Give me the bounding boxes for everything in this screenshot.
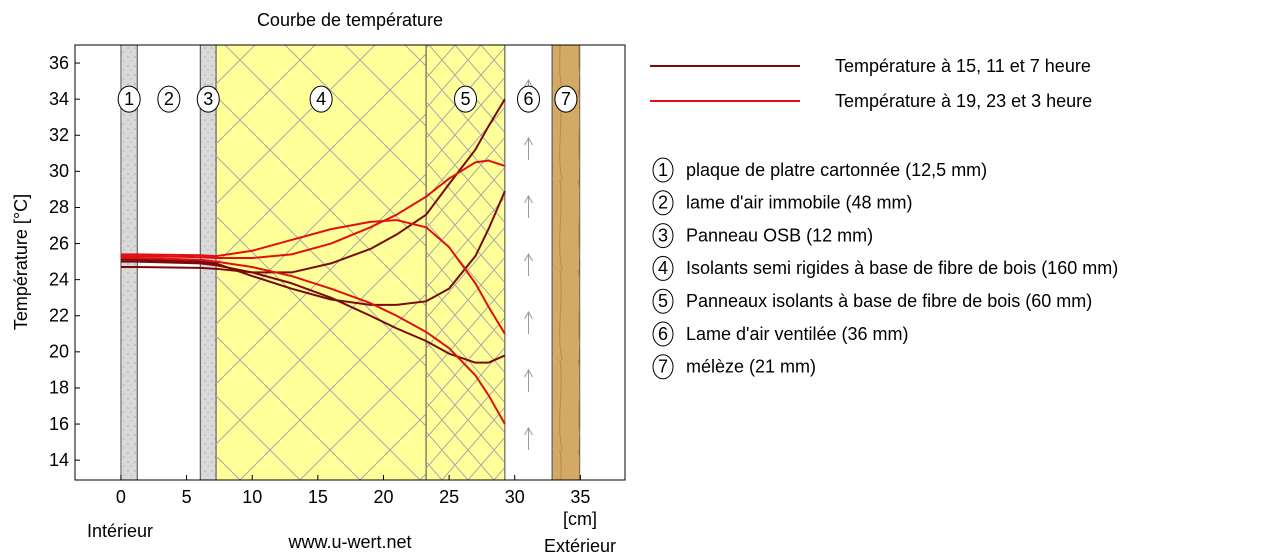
y-tick-label: 14 — [49, 450, 69, 470]
air-arrow — [524, 426, 533, 450]
x-tick-label: 30 — [505, 487, 525, 507]
legend-badge — [652, 255, 674, 281]
legend-label: Lame d'air ventilée (36 mm) — [686, 324, 909, 344]
air-arrow — [524, 310, 533, 334]
legend-label: Panneau OSB (12 mm) — [686, 225, 873, 245]
legend-number: 4 — [658, 258, 668, 278]
layer-texture — [552, 45, 580, 480]
y-tick-label: 20 — [49, 342, 69, 362]
y-tick-label: 18 — [49, 378, 69, 398]
x-tick-label: 10 — [242, 487, 262, 507]
layer-badge — [454, 85, 478, 113]
y-tick-label: 36 — [49, 53, 69, 73]
layer-number: 4 — [316, 89, 326, 109]
x-unit: [cm] — [563, 509, 597, 529]
legend-badge — [652, 157, 674, 183]
legend-number: 5 — [658, 291, 668, 311]
legend-label: Isolants semi rigides à base de fibre de… — [686, 258, 1118, 278]
temperature-curve — [120, 98, 506, 274]
layer-texture — [426, 45, 505, 480]
layer-number: 7 — [561, 89, 571, 109]
air-arrow — [524, 252, 533, 276]
legend-badge — [652, 354, 674, 380]
x-tick-label: 15 — [308, 487, 328, 507]
x-tick-label: 20 — [373, 487, 393, 507]
y-tick-label: 34 — [49, 89, 69, 109]
legend-number: 1 — [658, 160, 668, 180]
legend-label: Panneaux isolants à base de fibre de boi… — [686, 291, 1092, 311]
layer-badge — [157, 85, 181, 113]
y-tick-label: 22 — [49, 305, 69, 325]
legend-badge — [652, 223, 674, 249]
layer-number: 6 — [524, 89, 534, 109]
y-axis-label: Température [°C] — [11, 194, 31, 330]
legend-badge — [652, 190, 674, 216]
legend-number: 7 — [658, 357, 668, 377]
x-tick-label: 0 — [116, 487, 126, 507]
exterior-label: Extérieur — [544, 536, 616, 556]
temperature-curve — [120, 219, 506, 335]
layer-badge — [554, 85, 578, 113]
y-tick-label: 28 — [49, 197, 69, 217]
air-arrow — [524, 194, 533, 218]
temperature-curve — [120, 159, 506, 259]
legend-label: lame d'air immobile (48 mm) — [686, 193, 913, 213]
y-tick-label: 30 — [49, 161, 69, 181]
temperature-curve — [120, 190, 506, 306]
layer-badge — [196, 85, 220, 113]
legend-badge — [652, 321, 674, 347]
layer-badge — [309, 85, 333, 113]
legend-number: 3 — [658, 225, 668, 245]
x-tick-label: 5 — [182, 487, 192, 507]
layer-number: 3 — [203, 89, 213, 109]
plot-frame — [74, 44, 626, 481]
legend-number: 6 — [658, 324, 668, 344]
legend-label: Température à 15, 11 et 7 heure — [835, 56, 1091, 76]
layer-number: 2 — [164, 89, 174, 109]
x-tick-label: 35 — [570, 487, 590, 507]
air-arrow — [524, 136, 533, 160]
layers — [120, 45, 581, 480]
air-arrow — [524, 368, 533, 392]
layer-badge — [117, 85, 141, 113]
curves — [120, 98, 506, 425]
legend-label: plaque de platre cartonnée (12,5 mm) — [686, 160, 987, 180]
y-tick-label: 16 — [49, 414, 69, 434]
temperature-curve — [120, 256, 506, 425]
x-tick-label: 25 — [439, 487, 459, 507]
chart-title: Courbe de température — [257, 10, 443, 30]
y-tick-label: 24 — [49, 269, 69, 289]
source: www.u-wert.net — [287, 532, 411, 552]
layer-number: 5 — [461, 89, 471, 109]
legend-badge — [652, 288, 674, 314]
layer-texture — [216, 45, 427, 480]
interior-label: Intérieur — [87, 521, 153, 541]
y-tick-label: 26 — [49, 233, 69, 253]
legend-number: 2 — [658, 193, 668, 213]
layer-badge — [517, 85, 541, 113]
legend-label: Température à 19, 23 et 3 heure — [835, 91, 1092, 111]
temperature-curve — [120, 260, 506, 364]
legend-label: mélèze (21 mm) — [686, 357, 816, 377]
y-tick-label: 32 — [49, 125, 69, 145]
layer-number: 1 — [124, 89, 134, 109]
